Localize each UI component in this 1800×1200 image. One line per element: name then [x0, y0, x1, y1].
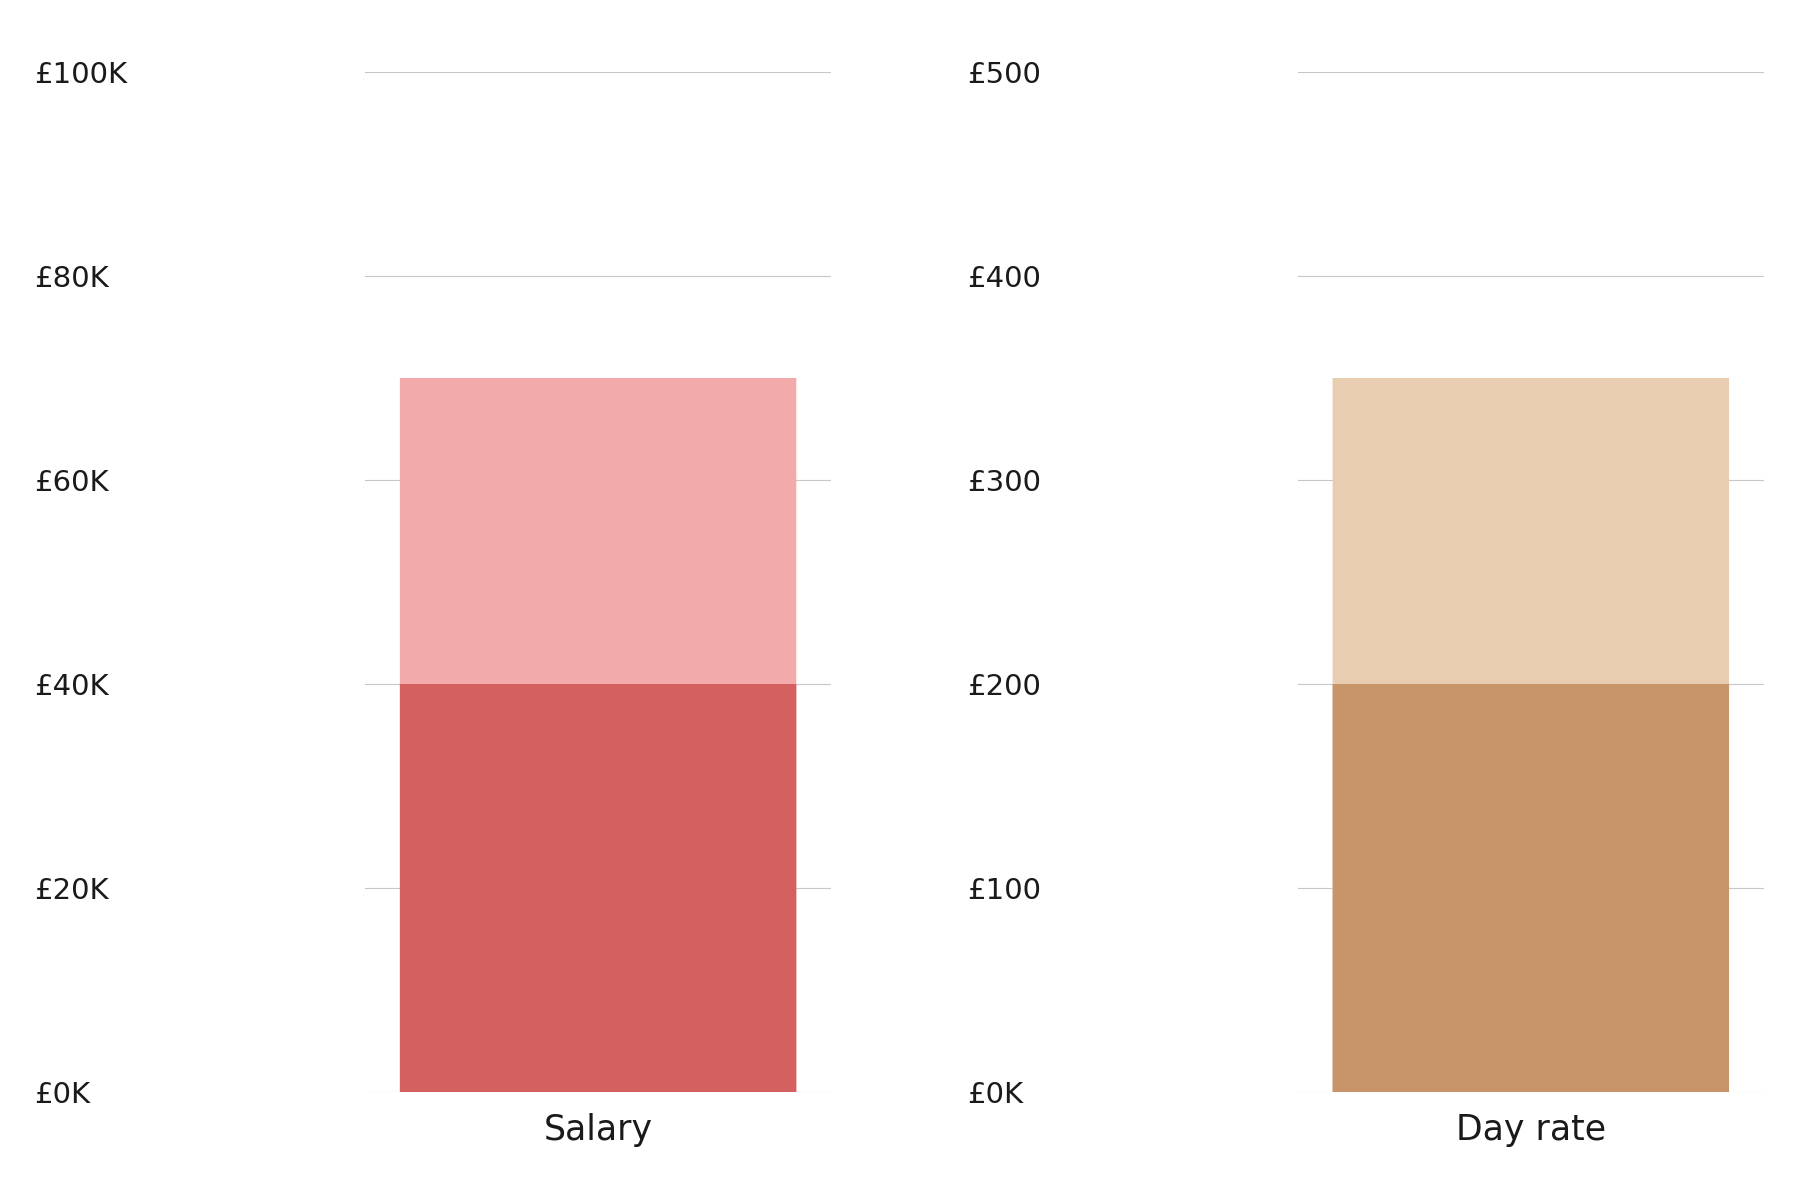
- FancyBboxPatch shape: [400, 684, 796, 1092]
- FancyBboxPatch shape: [400, 378, 796, 1092]
- Bar: [1332, 1015, 1730, 1092]
- Bar: [1332, 1015, 1730, 1092]
- Bar: [400, 1015, 796, 1092]
- FancyBboxPatch shape: [1332, 684, 1730, 1092]
- FancyBboxPatch shape: [1332, 378, 1730, 1092]
- Bar: [400, 1015, 796, 1092]
